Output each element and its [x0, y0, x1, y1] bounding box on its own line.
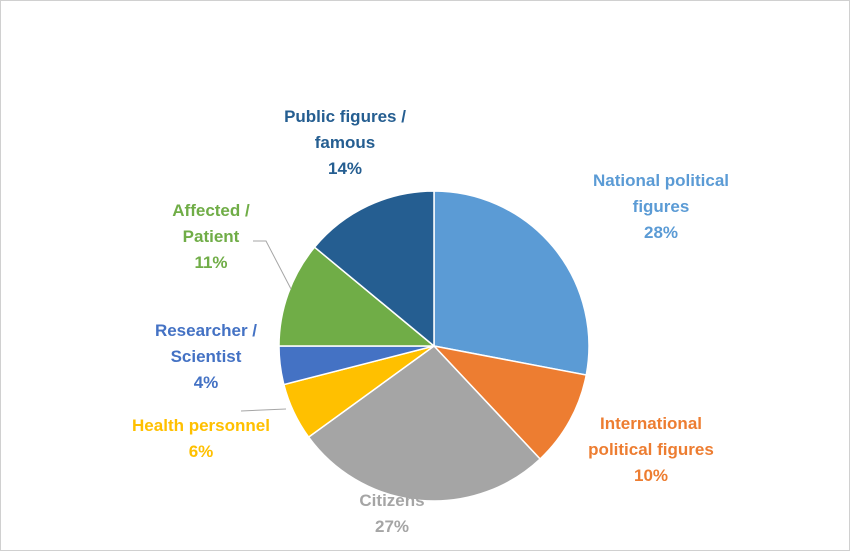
data-label-category: Public figures / — [284, 107, 406, 126]
data-label-category: Health personnel — [132, 416, 270, 435]
data-label-category: National political — [593, 171, 729, 190]
data-labels: National political figures 28% Internationa… — [132, 107, 729, 536]
data-label-value: 28% — [644, 223, 678, 242]
data-label-value: 14% — [328, 159, 362, 178]
data-label-category: figures — [633, 197, 690, 216]
data-label-category: famous — [315, 133, 375, 152]
data-label-national-political-figures: National political figures 28% — [593, 171, 729, 242]
data-label-affected-patient: Affected / Patient 11% — [172, 201, 250, 272]
data-label-category: Affected / — [172, 201, 250, 220]
data-label-value: 4% — [194, 373, 219, 392]
slice-public-figures-famous — [313, 190, 435, 348]
data-label-category: Researcher / — [155, 321, 257, 340]
data-label-category: Scientist — [171, 347, 242, 366]
data-label-category: political figures — [588, 440, 714, 459]
data-label-health-personnel: Health personnel 6% — [132, 416, 270, 461]
data-label-public-figures-famous: Public figures / famous 14% — [284, 107, 406, 178]
slice-affected-patient — [278, 246, 437, 347]
leader-lines — [240, 240, 292, 412]
pie-slices — [278, 190, 590, 502]
data-label-value: 27% — [375, 517, 409, 536]
slice-citizens — [307, 345, 542, 502]
slice-international-political-figures — [431, 344, 588, 461]
data-label-value: 6% — [189, 442, 214, 461]
slice-national-political-figures — [433, 190, 590, 376]
data-label-category: International — [600, 414, 702, 433]
leader-line-affected-patient — [253, 240, 292, 290]
data-label-category: Patient — [183, 227, 240, 246]
leader-line-health-personnel — [240, 408, 287, 412]
data-label-category: Citizens — [359, 491, 424, 510]
data-label-researcher-scientist: Researcher / Scientist 4% — [155, 321, 257, 392]
data-label-international-political-figures: International political figures 10% — [588, 414, 714, 485]
data-label-value: 10% — [634, 466, 668, 485]
data-label-value: 11% — [194, 253, 227, 272]
data-label-citizens: Citizens 27% — [359, 491, 424, 536]
